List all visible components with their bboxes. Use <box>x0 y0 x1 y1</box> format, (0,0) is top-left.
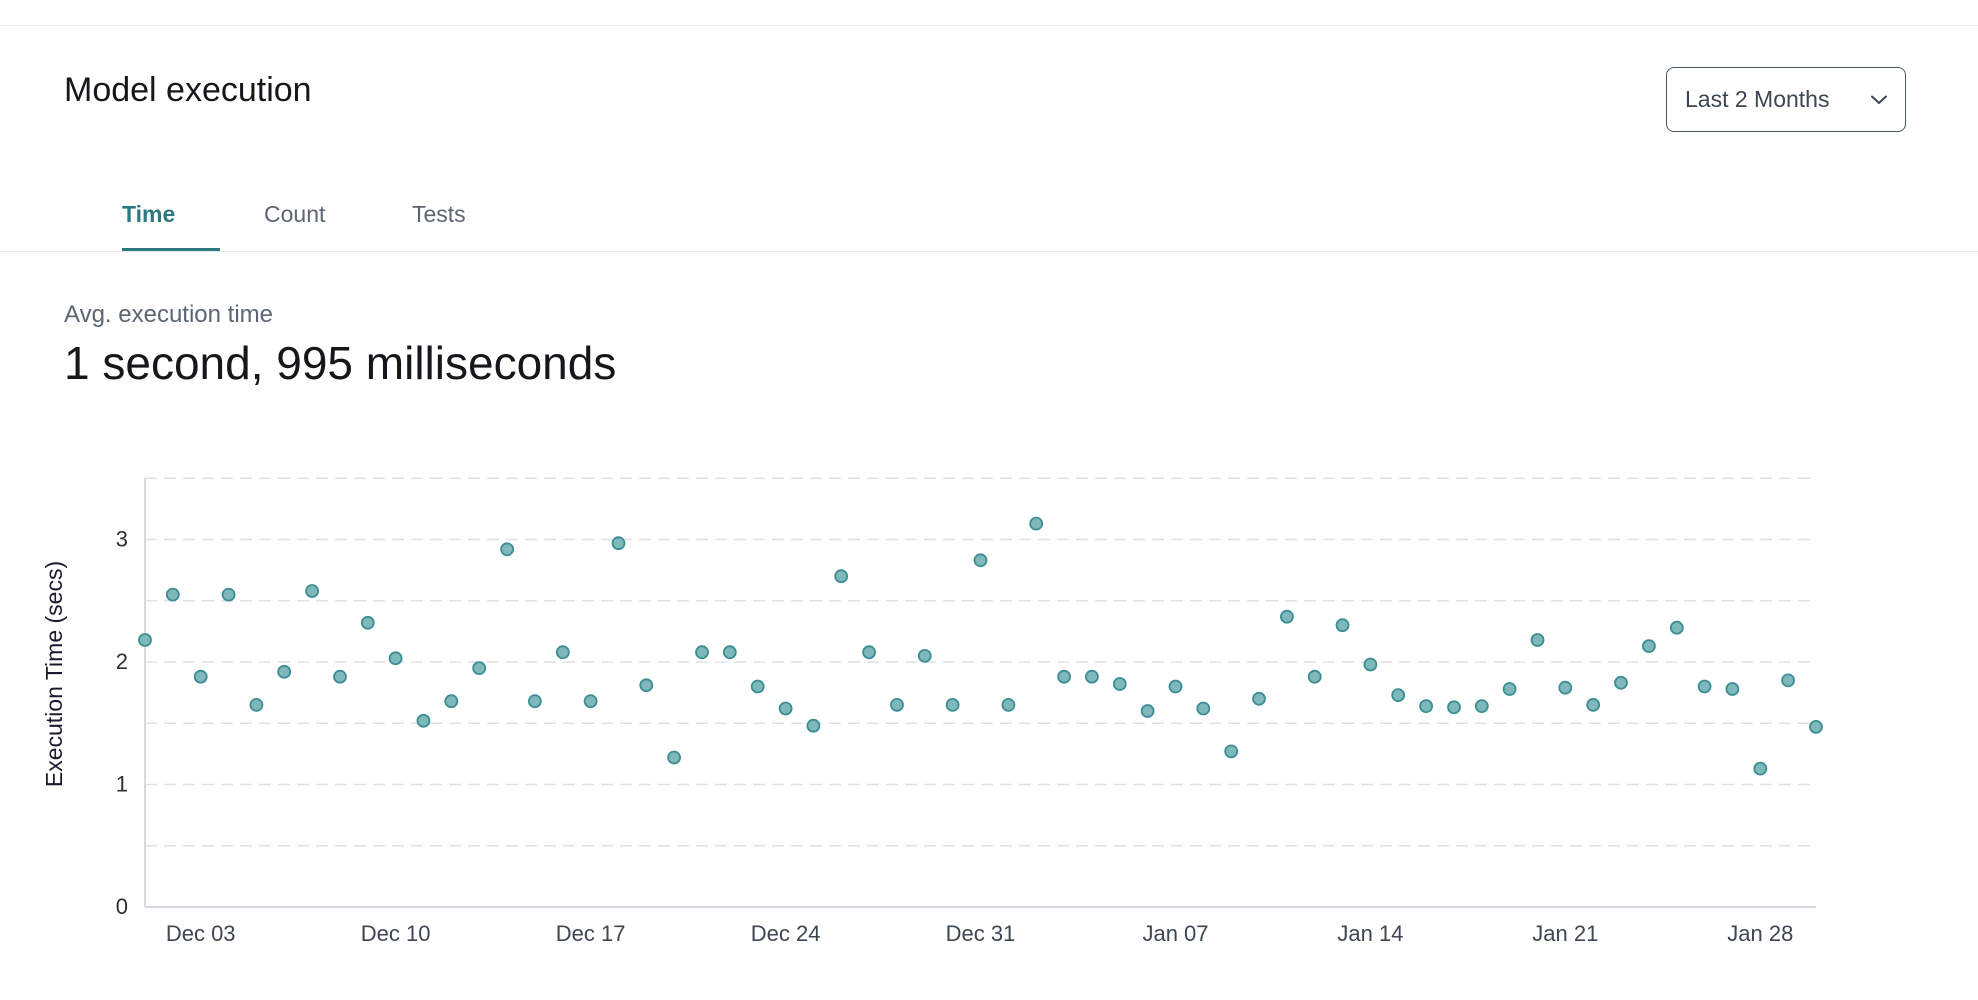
svg-text:3: 3 <box>116 527 128 552</box>
svg-text:1: 1 <box>116 772 128 797</box>
svg-text:Dec 03: Dec 03 <box>166 921 236 946</box>
svg-text:Dec 10: Dec 10 <box>361 921 431 946</box>
svg-text:Dec 24: Dec 24 <box>751 921 821 946</box>
svg-text:Dec 17: Dec 17 <box>556 921 626 946</box>
svg-text:Jan 28: Jan 28 <box>1727 921 1793 946</box>
svg-text:0: 0 <box>116 894 128 919</box>
svg-text:Dec 31: Dec 31 <box>946 921 1016 946</box>
svg-text:Jan 21: Jan 21 <box>1532 921 1598 946</box>
svg-text:2: 2 <box>116 649 128 674</box>
svg-text:Jan 07: Jan 07 <box>1142 921 1208 946</box>
svg-text:Jan 14: Jan 14 <box>1337 921 1403 946</box>
